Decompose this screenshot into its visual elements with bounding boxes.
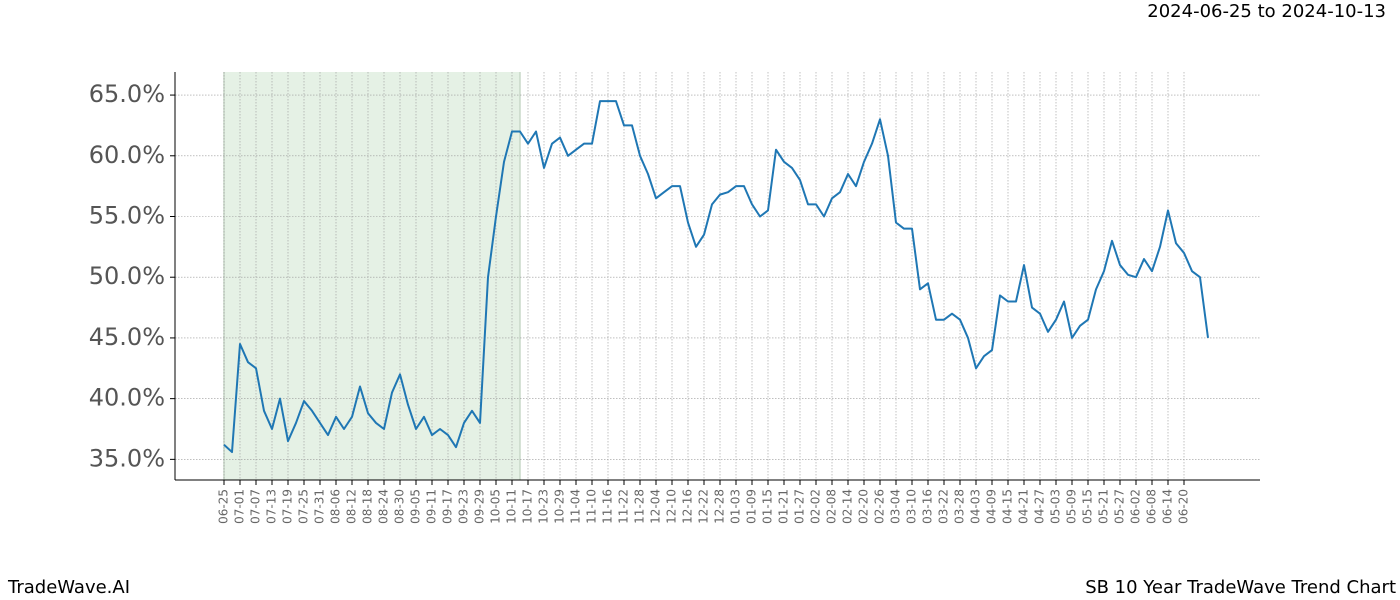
x-tick-label: 07-13	[265, 489, 279, 524]
x-tick-label: 10-05	[489, 489, 503, 524]
x-tick-label: 12-28	[713, 489, 727, 524]
x-tick-label: 08-06	[329, 489, 343, 524]
y-tick-label: 45.0%	[89, 323, 165, 351]
x-tick-label: 05-21	[1097, 489, 1111, 524]
x-tick-label: 02-02	[809, 489, 823, 524]
x-tick-label: 12-04	[649, 489, 663, 524]
x-tick-label: 10-11	[505, 489, 519, 524]
x-tick-label: 07-19	[281, 489, 295, 524]
y-tick-label: 50.0%	[89, 262, 165, 290]
x-tick-label: 09-23	[457, 489, 471, 524]
x-tick-label: 04-27	[1033, 489, 1047, 524]
x-tick-label: 03-10	[905, 489, 919, 524]
x-tick-label: 08-24	[377, 489, 391, 524]
date-range: 2024-06-25 to 2024-10-13	[1147, 1, 1386, 22]
x-tick-label: 01-15	[761, 489, 775, 524]
x-tick-label: 05-03	[1049, 489, 1063, 524]
x-tick-label: 04-09	[985, 489, 999, 524]
x-tick-label: 09-05	[409, 489, 423, 524]
x-tick-label: 07-07	[249, 489, 263, 524]
x-tick-label: 02-20	[857, 489, 871, 524]
x-tick-label: 08-18	[361, 489, 375, 524]
x-tick-label: 03-04	[889, 489, 903, 524]
x-tick-label: 07-31	[313, 489, 327, 524]
x-tick-label: 04-15	[1001, 489, 1015, 524]
x-tick-label: 12-16	[681, 489, 695, 524]
x-tick-label: 09-17	[441, 489, 455, 524]
x-tick-label: 02-26	[873, 489, 887, 524]
x-tick-label: 07-01	[233, 489, 247, 524]
y-tick-label: 40.0%	[89, 384, 165, 412]
y-tick-label: 35.0%	[89, 444, 165, 472]
y-tick-label: 60.0%	[89, 141, 165, 169]
x-tick-label: 06-08	[1145, 489, 1159, 524]
x-tick-label: 11-22	[617, 489, 631, 524]
line	[223, 100, 1209, 454]
x-tick-label: 01-03	[729, 489, 743, 524]
x-tick-label: 08-12	[345, 489, 359, 524]
x-tick-label: 06-14	[1161, 489, 1175, 524]
x-tick-label: 08-30	[393, 489, 407, 524]
x-tick-label: 12-10	[665, 489, 679, 524]
x-tick-label: 05-15	[1081, 489, 1095, 524]
x-tick-label: 01-27	[793, 489, 807, 524]
x-tick-label: 11-10	[585, 489, 599, 524]
x-tick-label: 05-27	[1113, 489, 1127, 524]
x-tick-label: 09-11	[425, 489, 439, 524]
y-tick-label: 55.0%	[89, 202, 165, 230]
x-tick-label: 11-28	[633, 489, 647, 524]
x-tick-label: 11-16	[601, 489, 615, 524]
x-tick-label: 10-29	[553, 489, 567, 524]
x-tick-label: 05-09	[1065, 489, 1079, 524]
x-tick-label: 12-22	[697, 489, 711, 524]
x-tick-label: 04-03	[969, 489, 983, 524]
x-tick-label: 02-14	[841, 489, 855, 524]
x-tick-label: 03-16	[921, 489, 935, 524]
chart-name: SB 10 Year TradeWave Trend Chart	[1085, 577, 1396, 598]
y-tick-label: 65.0%	[89, 80, 165, 108]
brand: TradeWave.AI	[7, 577, 130, 598]
x-tick-label: 03-28	[953, 489, 967, 524]
x-tick-label: 02-08	[825, 489, 839, 524]
x-tick-label: 01-09	[745, 489, 759, 524]
x-tick-label: 01-21	[777, 489, 791, 524]
x-tick-label: 09-29	[473, 489, 487, 524]
x-tick-label: 10-17	[521, 489, 535, 524]
x-tick-label: 11-04	[569, 489, 583, 524]
x-tick-label: 07-25	[297, 489, 311, 524]
x-tick-label: 06-02	[1129, 489, 1143, 524]
x-tick-label: 04-21	[1017, 489, 1031, 524]
x-tick-label: 06-20	[1177, 489, 1191, 524]
x-tick-label: 03-22	[937, 489, 951, 524]
x-tick-label: 06-25	[217, 489, 231, 524]
x-tick-label: 10-23	[537, 489, 551, 524]
